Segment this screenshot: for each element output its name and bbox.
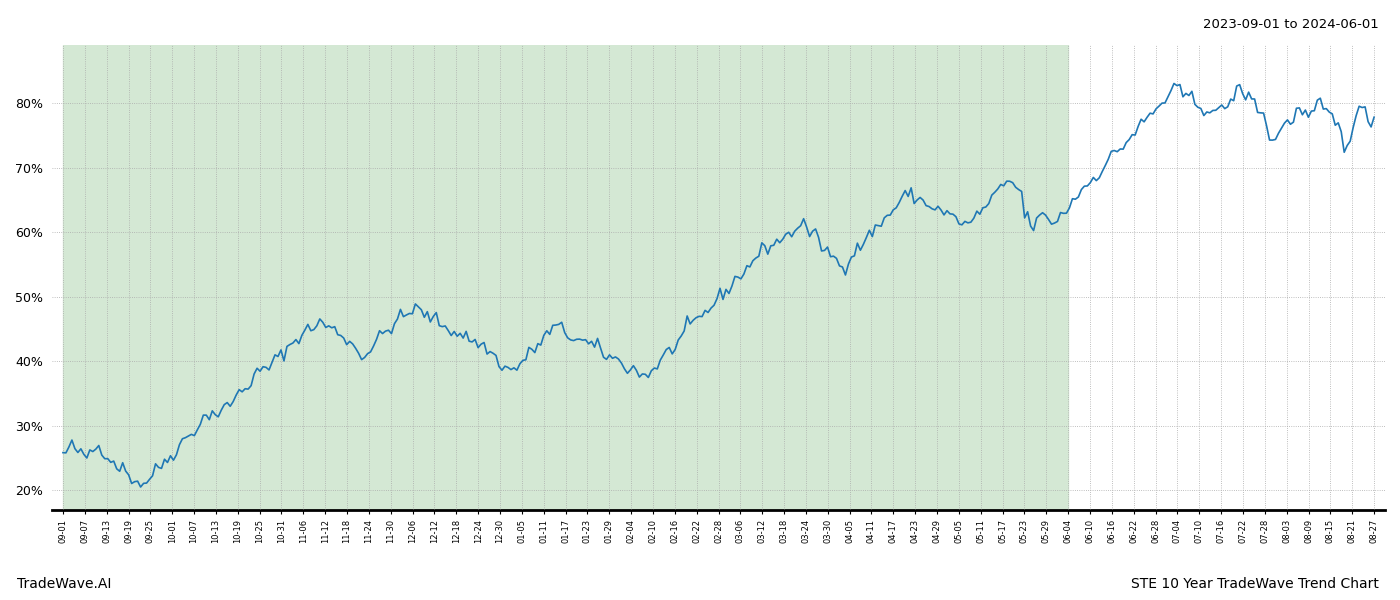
Text: STE 10 Year TradeWave Trend Chart: STE 10 Year TradeWave Trend Chart (1131, 577, 1379, 591)
Text: TradeWave.AI: TradeWave.AI (17, 577, 111, 591)
Text: 2023-09-01 to 2024-06-01: 2023-09-01 to 2024-06-01 (1203, 18, 1379, 31)
Bar (63, 45, 1068, 510)
